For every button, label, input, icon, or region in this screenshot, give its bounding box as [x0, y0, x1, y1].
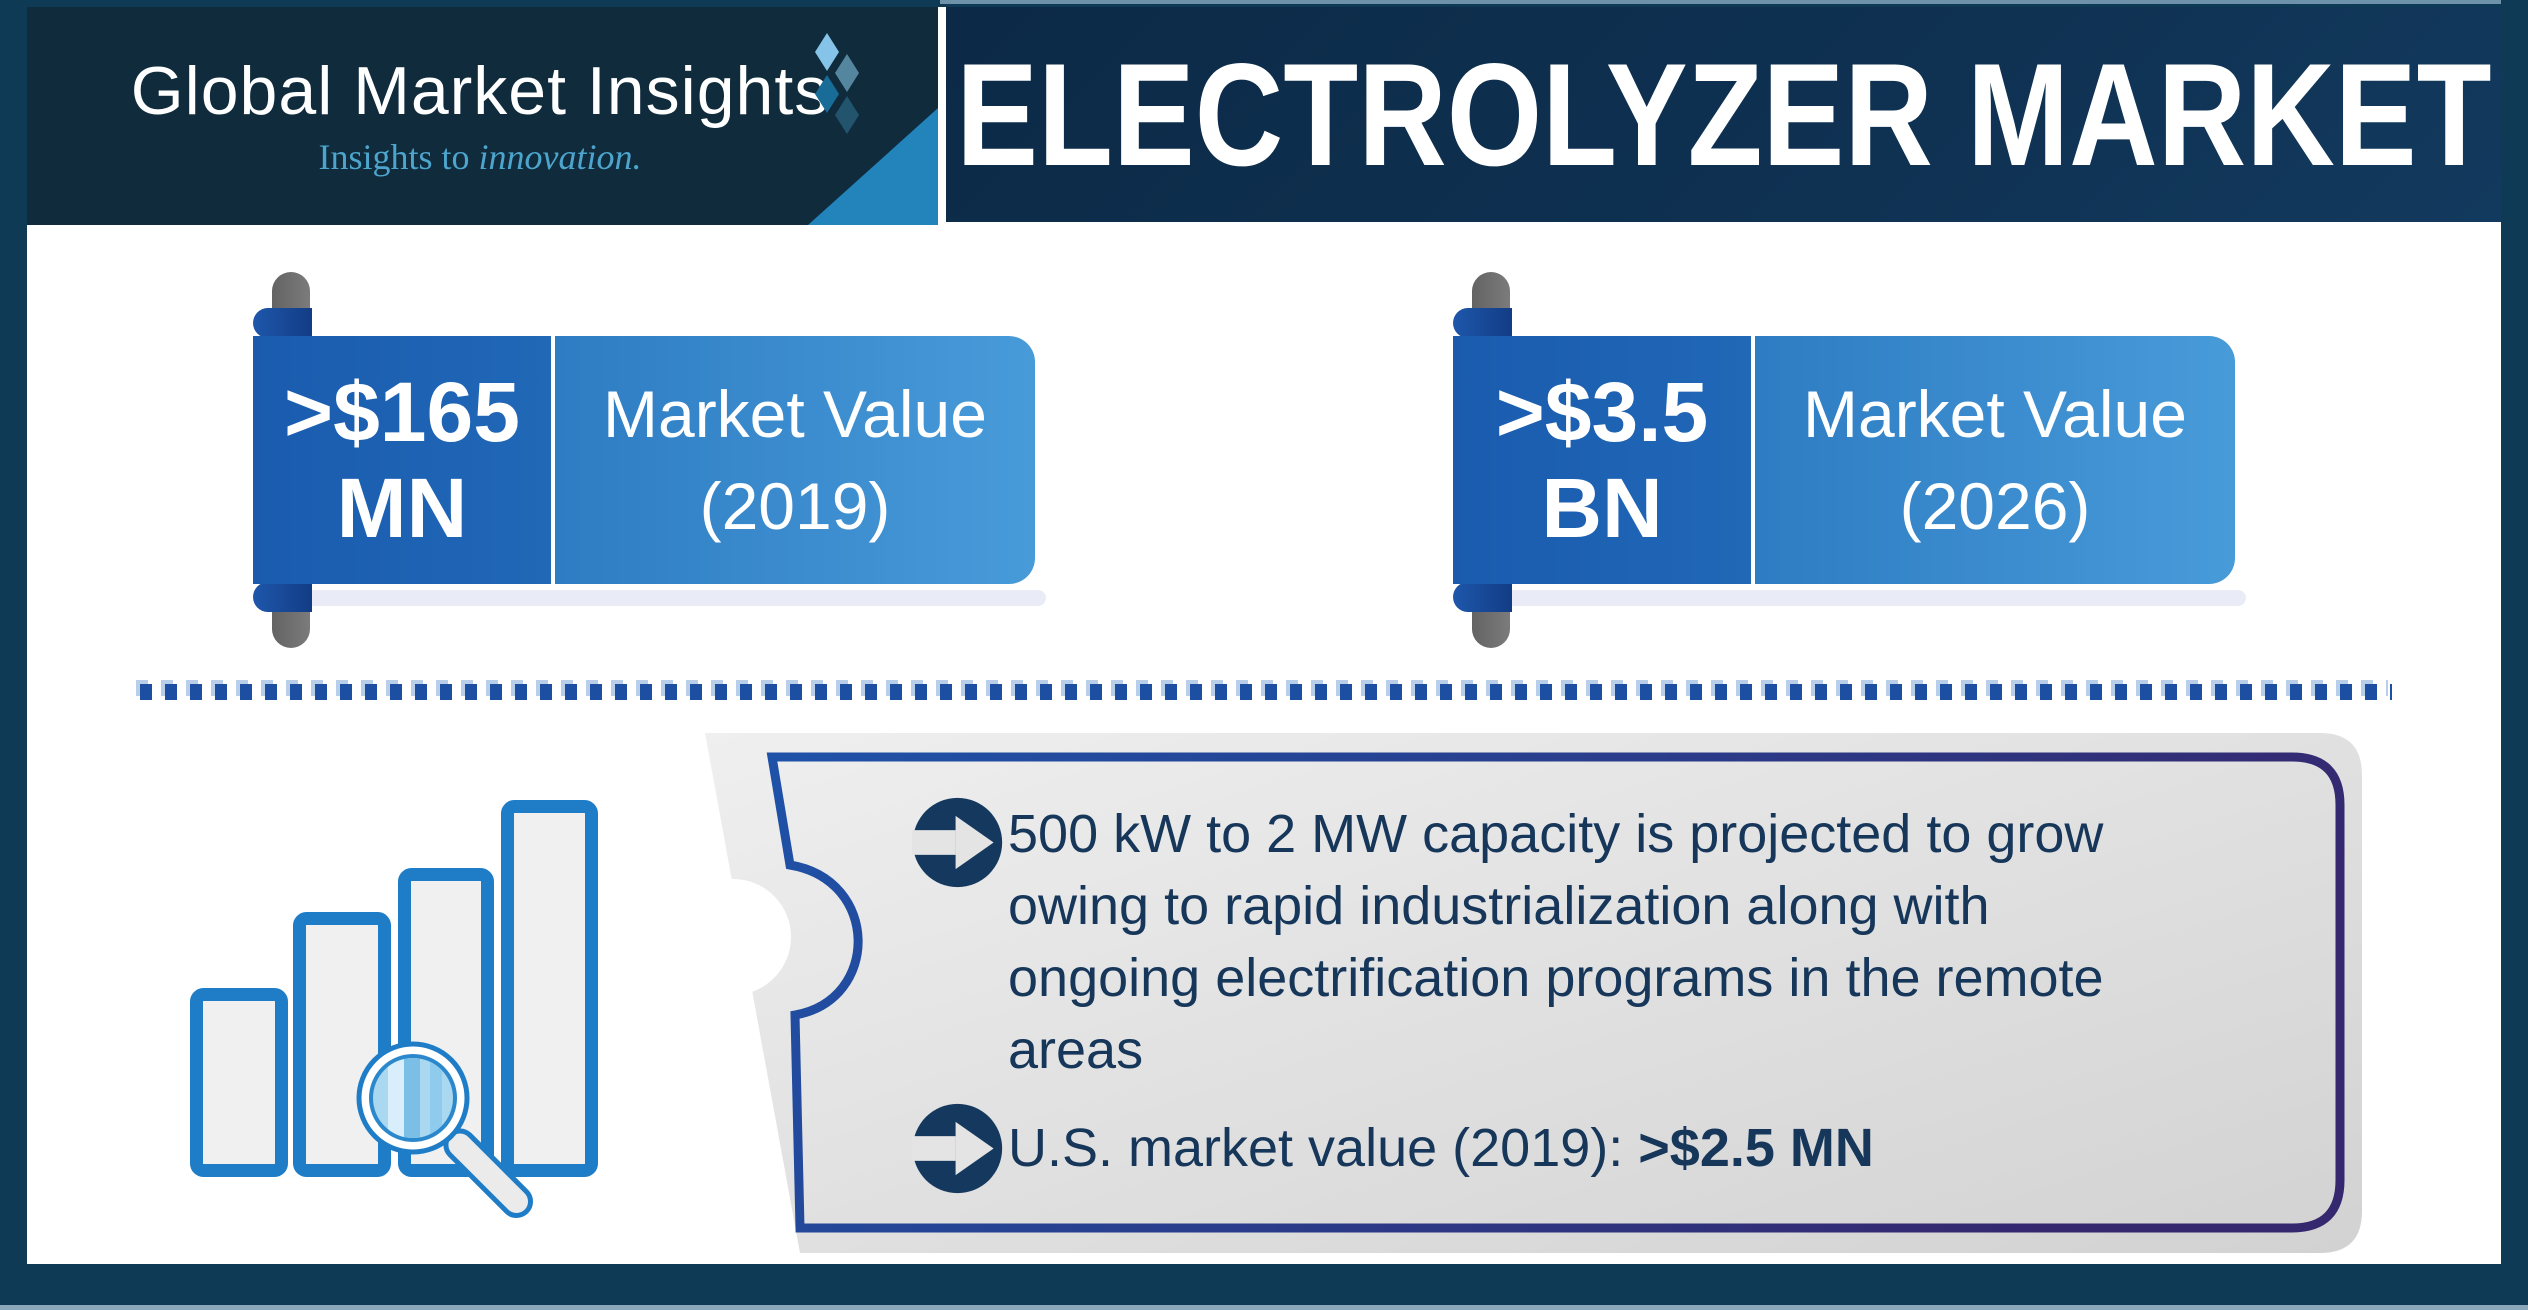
- insight-line: areas: [1008, 1020, 1144, 1080]
- stat-label: Market Value (2019): [555, 336, 1035, 584]
- scroll-curl-bottom: [253, 582, 312, 612]
- stat-value-bottom: MN: [336, 461, 468, 555]
- callout-panel: [690, 733, 2362, 1253]
- insight-line: owing to rapid industrialization along w…: [1008, 876, 1990, 936]
- insight-value: >$2.5 MN: [1638, 1118, 1874, 1178]
- footer-bar: [0, 1264, 2528, 1310]
- scroll-curl-bottom: [1453, 582, 1512, 612]
- insight-text-capacity: 500 kW to 2 MW capacity is projected to …: [1008, 798, 2348, 1086]
- arrow-circle-icon: [911, 797, 1003, 888]
- stat-ribbon-2026: >$3.5 BN Market Value (2026): [1450, 272, 2250, 652]
- stat-value-bottom: BN: [1541, 461, 1663, 555]
- tagline-emphasis: innovation.: [478, 137, 642, 177]
- stat-ribbon-2019: >$165 MN Market Value (2019): [250, 272, 1050, 652]
- ribbon-divider: [551, 336, 555, 584]
- brand-tagline: Insights to innovation.: [319, 139, 642, 175]
- ribbon-shadow: [256, 590, 1046, 606]
- callout-border: [766, 752, 2345, 1233]
- arrow-circle-icon: [911, 1103, 1003, 1194]
- diamond-cluster-icon: [815, 33, 859, 134]
- insight-prefix: U.S. market value (2019):: [1008, 1118, 1639, 1178]
- ribbon-shadow: [1456, 590, 2246, 606]
- stat-value: >$165 MN: [253, 336, 551, 584]
- frame-left: [0, 0, 27, 1310]
- stat-label-bottom: (2026): [1899, 469, 2091, 543]
- scroll-curl-top: [1453, 308, 1512, 338]
- stat-value-top: >$165: [284, 365, 520, 459]
- stat-label-top: Market Value: [603, 377, 987, 451]
- stat-value-top: >$3.5: [1495, 365, 1709, 459]
- scroll-curl-top: [253, 308, 312, 338]
- ribbon-body: >$3.5 BN Market Value (2026): [1453, 336, 2235, 584]
- dotted-divider: [140, 684, 2392, 700]
- bar-chart-magnifier-icon: [190, 800, 598, 1219]
- stat-label: Market Value (2026): [1755, 336, 2235, 584]
- frame-top-highlight: [940, 0, 2528, 4]
- insight-line: ongoing electrification programs in the …: [1008, 948, 2104, 1008]
- insight-line: 500 kW to 2 MW capacity is projected to …: [1008, 804, 2104, 864]
- stat-label-bottom: (2019): [699, 469, 891, 543]
- footer-highlight: [0, 1305, 2528, 1310]
- brand-name: Global Market Insights: [130, 53, 830, 129]
- callout-notch: [690, 879, 791, 995]
- header-title-block: ELECTROLYZER MARKET: [946, 7, 2501, 222]
- tagline-prefix: Insights to: [318, 137, 479, 177]
- stat-label-top: Market Value: [1803, 377, 2187, 451]
- magnifier-icon: [356, 1041, 534, 1219]
- insight-text-us-value: U.S. market value (2019): >$2.5 MN: [1008, 1112, 2348, 1184]
- page-title: ELECTROLYZER MARKET: [955, 32, 2492, 196]
- frame-right: [2501, 0, 2528, 1310]
- callout-background: [705, 733, 2362, 1253]
- stat-value: >$3.5 BN: [1453, 336, 1751, 584]
- ribbon-body: >$165 MN Market Value (2019): [253, 336, 1035, 584]
- logo-block: Global Market Insights Insights to innov…: [27, 7, 938, 225]
- ribbon-divider: [1751, 336, 1755, 584]
